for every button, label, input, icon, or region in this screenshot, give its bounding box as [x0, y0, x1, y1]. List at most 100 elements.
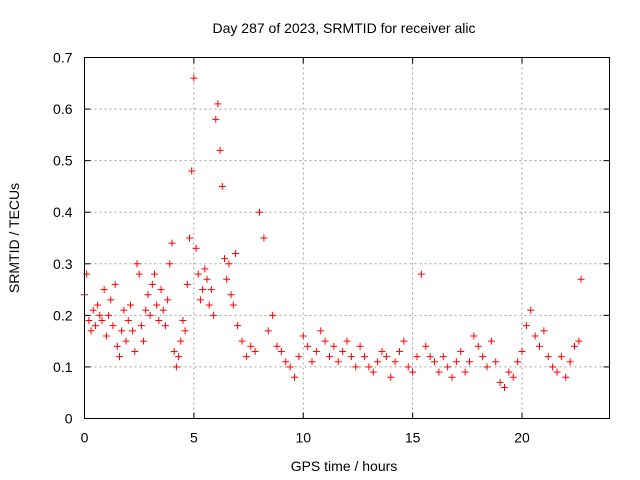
- data-point: [190, 74, 198, 82]
- data-point: [269, 311, 277, 319]
- data-point: [223, 275, 231, 283]
- data-point: [505, 368, 513, 376]
- x-axis-ticks: 0 5 10 15 20: [81, 57, 530, 446]
- data-point: [492, 358, 500, 366]
- data-point: [439, 353, 447, 361]
- data-point: [100, 286, 108, 294]
- data-point: [536, 342, 543, 350]
- data-point: [148, 280, 156, 288]
- data-point: [479, 353, 487, 361]
- data-point: [234, 322, 242, 330]
- data-point: [282, 358, 290, 366]
- data-point: [181, 327, 189, 335]
- x-tick-label: 10: [295, 430, 311, 446]
- data-point: [221, 255, 228, 263]
- data-point: [457, 347, 465, 355]
- data-point: [291, 373, 298, 381]
- data-point: [409, 368, 417, 376]
- data-point: [151, 270, 158, 278]
- y-tick-label: 0.4: [53, 204, 73, 220]
- data-point: [85, 317, 93, 325]
- x-tick-label: 15: [405, 430, 421, 446]
- data-point: [218, 182, 226, 190]
- data-point: [404, 363, 412, 371]
- data-point: [264, 327, 272, 335]
- data-point: [566, 358, 574, 366]
- data-point: [474, 342, 482, 350]
- data-point: [544, 353, 552, 361]
- data-point: [444, 363, 452, 371]
- data-point: [509, 373, 517, 381]
- data-point: [531, 332, 539, 340]
- data-point: [105, 311, 113, 319]
- data-point: [177, 337, 185, 345]
- data-point: [339, 347, 347, 355]
- data-point: [299, 332, 307, 340]
- data-point: [238, 337, 246, 345]
- data-point: [164, 296, 172, 304]
- data-point: [365, 363, 373, 371]
- data-point: [400, 337, 408, 345]
- data-point: [118, 327, 126, 335]
- data-point: [153, 301, 161, 309]
- data-point: [334, 358, 342, 366]
- data-point: [242, 353, 250, 361]
- data-point: [91, 322, 99, 330]
- data-point: [501, 384, 508, 392]
- data-point: [144, 291, 152, 299]
- data-point: [330, 342, 338, 350]
- data-point: [120, 306, 128, 314]
- data-point: [343, 337, 351, 345]
- y-tick-label: 0.2: [53, 307, 73, 323]
- data-point: [170, 347, 178, 355]
- data-point: [175, 353, 183, 361]
- data-point: [304, 342, 312, 350]
- data-point: [422, 342, 430, 350]
- data-point: [461, 368, 469, 376]
- data-point: [277, 347, 285, 355]
- data-point: [527, 306, 535, 314]
- data-point: [518, 347, 526, 355]
- x-tick-label: 5: [190, 430, 198, 446]
- data-point: [317, 327, 325, 335]
- data-point: [205, 301, 213, 309]
- data-point: [487, 337, 495, 345]
- data-point: [216, 146, 224, 154]
- data-point: [159, 306, 167, 314]
- data-point: [308, 358, 316, 366]
- data-point: [295, 353, 303, 361]
- data-point: [378, 347, 386, 355]
- data-point: [514, 358, 522, 366]
- data-point: [124, 317, 132, 325]
- data-point: [496, 378, 504, 386]
- data-point: [452, 358, 460, 366]
- data-point: [470, 332, 478, 340]
- data-points: [81, 74, 585, 392]
- data-point: [361, 353, 368, 361]
- plot-frame: [84, 57, 610, 419]
- data-point: [374, 358, 382, 366]
- data-point: [326, 353, 333, 361]
- data-point: [201, 265, 209, 273]
- x-tick-label: 20: [514, 430, 530, 446]
- data-point: [396, 347, 403, 355]
- x-axis-title: GPS time / hours: [291, 458, 398, 474]
- data-point: [146, 311, 154, 319]
- x-tick-label: 0: [81, 430, 89, 446]
- data-point: [196, 296, 204, 304]
- data-point: [229, 301, 237, 309]
- data-point: [214, 100, 222, 108]
- data-point: [133, 260, 141, 268]
- grid-layer: [84, 57, 610, 419]
- data-point: [109, 322, 117, 330]
- data-point: [352, 363, 360, 371]
- data-point: [157, 286, 165, 294]
- data-point: [194, 270, 202, 278]
- data-point: [225, 260, 233, 268]
- data-point: [116, 353, 123, 361]
- data-point: [577, 275, 585, 283]
- data-point: [571, 342, 578, 350]
- data-point: [131, 347, 139, 355]
- data-point: [122, 337, 130, 345]
